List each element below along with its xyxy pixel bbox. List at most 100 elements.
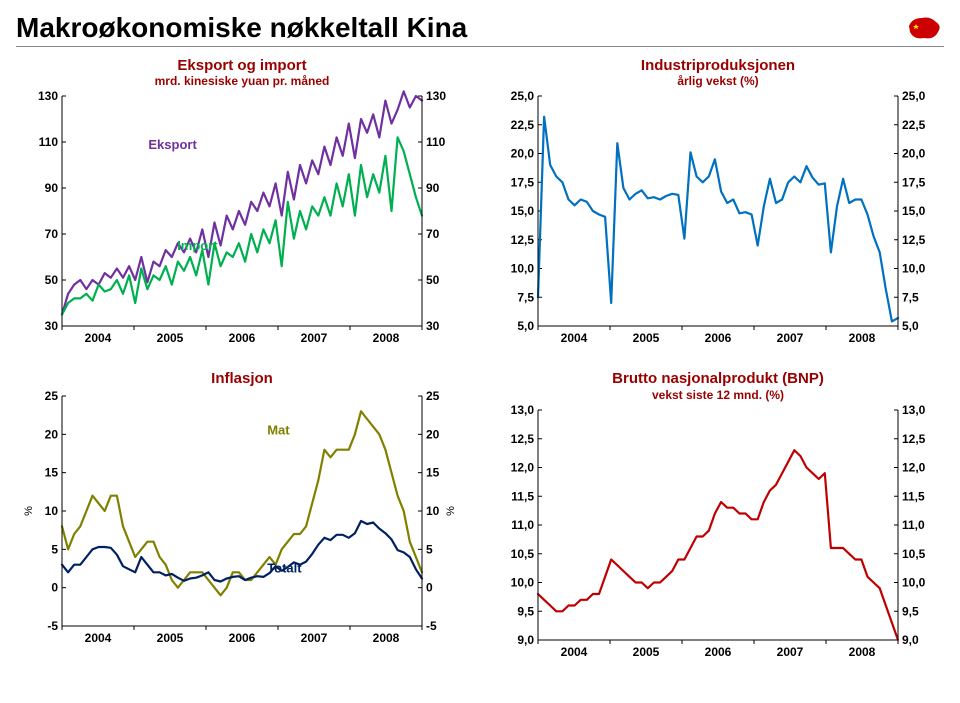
svg-text:2006: 2006 <box>229 331 256 345</box>
svg-text:2006: 2006 <box>705 331 732 345</box>
chart-grid: Eksport og import mrd. kinesiske yuan pr… <box>16 57 944 664</box>
chart-subtitle: mrd. kinesiske yuan pr. måned <box>155 74 330 88</box>
svg-text:12,0: 12,0 <box>511 460 535 474</box>
svg-text:70: 70 <box>426 227 440 241</box>
page-title: Makroøkonomiske nøkkeltall Kina <box>16 12 944 47</box>
chart-title: Industriproduksjonen <box>641 57 795 74</box>
svg-text:Mat: Mat <box>267 422 290 437</box>
svg-text:0: 0 <box>51 580 58 594</box>
chart-title: Inflasjon <box>211 370 273 387</box>
svg-text:15,0: 15,0 <box>902 204 926 218</box>
chart-4: Brutto nasjonalprodukt (BNP) vekst siste… <box>492 370 944 663</box>
svg-text:2007: 2007 <box>301 631 328 645</box>
svg-text:2005: 2005 <box>157 331 184 345</box>
chart-svg-3: -5-5005510101515202025252004200520062007… <box>22 390 462 650</box>
svg-text:11,5: 11,5 <box>902 489 925 503</box>
svg-text:Eksport: Eksport <box>148 137 197 152</box>
svg-text:25,0: 25,0 <box>902 90 926 103</box>
svg-text:17,5: 17,5 <box>902 176 926 190</box>
svg-text:13,0: 13,0 <box>511 404 535 417</box>
chart-subtitle: årlig vekst (%) <box>677 74 758 88</box>
svg-text:20: 20 <box>426 427 440 441</box>
svg-text:10: 10 <box>426 504 440 518</box>
chart-2: Industriproduksjonen årlig vekst (%) 5,0… <box>492 57 944 350</box>
svg-text:50: 50 <box>426 273 440 287</box>
svg-text:12,5: 12,5 <box>902 233 926 247</box>
svg-text:10,0: 10,0 <box>902 262 926 276</box>
svg-text:130: 130 <box>38 90 58 103</box>
svg-text:2004: 2004 <box>85 631 112 645</box>
svg-text:-5: -5 <box>426 619 437 633</box>
svg-text:2008: 2008 <box>849 645 876 659</box>
svg-text:9,5: 9,5 <box>902 604 919 618</box>
chart-svg-2: 5,05,07,57,510,010,012,512,515,015,017,5… <box>498 90 938 350</box>
svg-text:7,5: 7,5 <box>517 291 534 305</box>
svg-text:12,0: 12,0 <box>902 460 926 474</box>
svg-text:130: 130 <box>426 90 446 103</box>
title-text: Makroøkonomiske nøkkeltall Kina <box>16 12 467 44</box>
svg-text:50: 50 <box>45 273 59 287</box>
svg-text:110: 110 <box>426 135 446 149</box>
svg-text:10,0: 10,0 <box>511 575 535 589</box>
chart-svg-1: 30 30 50 50 70 70 90 90 110 110 130 130 2004 2005 2006… <box>22 90 462 350</box>
svg-text:2007: 2007 <box>301 331 328 345</box>
chart-svg-4: 9,0 9,0 9,5 9,5 10,0 10,0 10,5 10,5 11,0 11,0 11,5… <box>498 404 938 664</box>
svg-text:2006: 2006 <box>229 631 256 645</box>
svg-text:20,0: 20,0 <box>511 147 535 161</box>
svg-text:25: 25 <box>426 390 440 403</box>
svg-text:2006: 2006 <box>705 645 732 659</box>
svg-text:90: 90 <box>426 181 440 195</box>
svg-text:5: 5 <box>51 542 58 556</box>
svg-text:2007: 2007 <box>777 331 804 345</box>
svg-text:90: 90 <box>45 181 59 195</box>
svg-text:11,5: 11,5 <box>511 489 534 503</box>
svg-text:22,5: 22,5 <box>902 118 926 132</box>
svg-text:Totalt: Totalt <box>267 560 302 575</box>
svg-text:12,5: 12,5 <box>511 431 535 445</box>
svg-text:%: % <box>23 505 35 515</box>
svg-text:2004: 2004 <box>85 331 112 345</box>
svg-text:110: 110 <box>39 135 59 149</box>
svg-text:15: 15 <box>426 465 440 479</box>
svg-text:9,0: 9,0 <box>902 633 919 647</box>
svg-text:10,5: 10,5 <box>511 546 535 560</box>
svg-text:2004: 2004 <box>561 331 588 345</box>
svg-text:2005: 2005 <box>157 631 184 645</box>
svg-text:11,0: 11,0 <box>902 518 925 532</box>
svg-text:2007: 2007 <box>777 645 804 659</box>
svg-text:12,5: 12,5 <box>902 431 926 445</box>
svg-text:11,0: 11,0 <box>511 518 534 532</box>
svg-text:%: % <box>445 505 457 515</box>
chart-1: Eksport og import mrd. kinesiske yuan pr… <box>16 57 468 350</box>
svg-text:10,5: 10,5 <box>902 546 926 560</box>
svg-text:0: 0 <box>426 580 433 594</box>
svg-text:20: 20 <box>45 427 59 441</box>
svg-text:9,0: 9,0 <box>517 633 534 647</box>
svg-text:2005: 2005 <box>633 645 660 659</box>
svg-text:9,5: 9,5 <box>517 604 534 618</box>
svg-text:5,0: 5,0 <box>517 319 534 333</box>
china-map-icon <box>904 12 944 44</box>
svg-text:10,0: 10,0 <box>902 575 926 589</box>
svg-text:10: 10 <box>45 504 59 518</box>
svg-text:7,5: 7,5 <box>902 291 919 305</box>
svg-text:30: 30 <box>45 319 59 333</box>
svg-text:13,0: 13,0 <box>902 404 926 417</box>
svg-text:30: 30 <box>426 319 440 333</box>
svg-text:2005: 2005 <box>633 331 660 345</box>
svg-text:2008: 2008 <box>373 631 400 645</box>
svg-text:22,5: 22,5 <box>511 118 535 132</box>
svg-text:5: 5 <box>426 542 433 556</box>
chart-title: Brutto nasjonalprodukt (BNP) <box>612 370 824 387</box>
chart-3: Inflasjon -5-500551010151520202525200420… <box>16 370 468 663</box>
chart-subtitle: vekst siste 12 mnd. (%) <box>652 388 784 402</box>
svg-text:70: 70 <box>45 227 59 241</box>
svg-text:17,5: 17,5 <box>511 176 535 190</box>
svg-text:15: 15 <box>45 465 59 479</box>
svg-text:2008: 2008 <box>849 331 876 345</box>
svg-text:5,0: 5,0 <box>902 319 919 333</box>
svg-text:-5: -5 <box>47 619 58 633</box>
svg-text:25,0: 25,0 <box>511 90 535 103</box>
svg-text:15,0: 15,0 <box>511 204 535 218</box>
svg-text:2004: 2004 <box>561 645 588 659</box>
